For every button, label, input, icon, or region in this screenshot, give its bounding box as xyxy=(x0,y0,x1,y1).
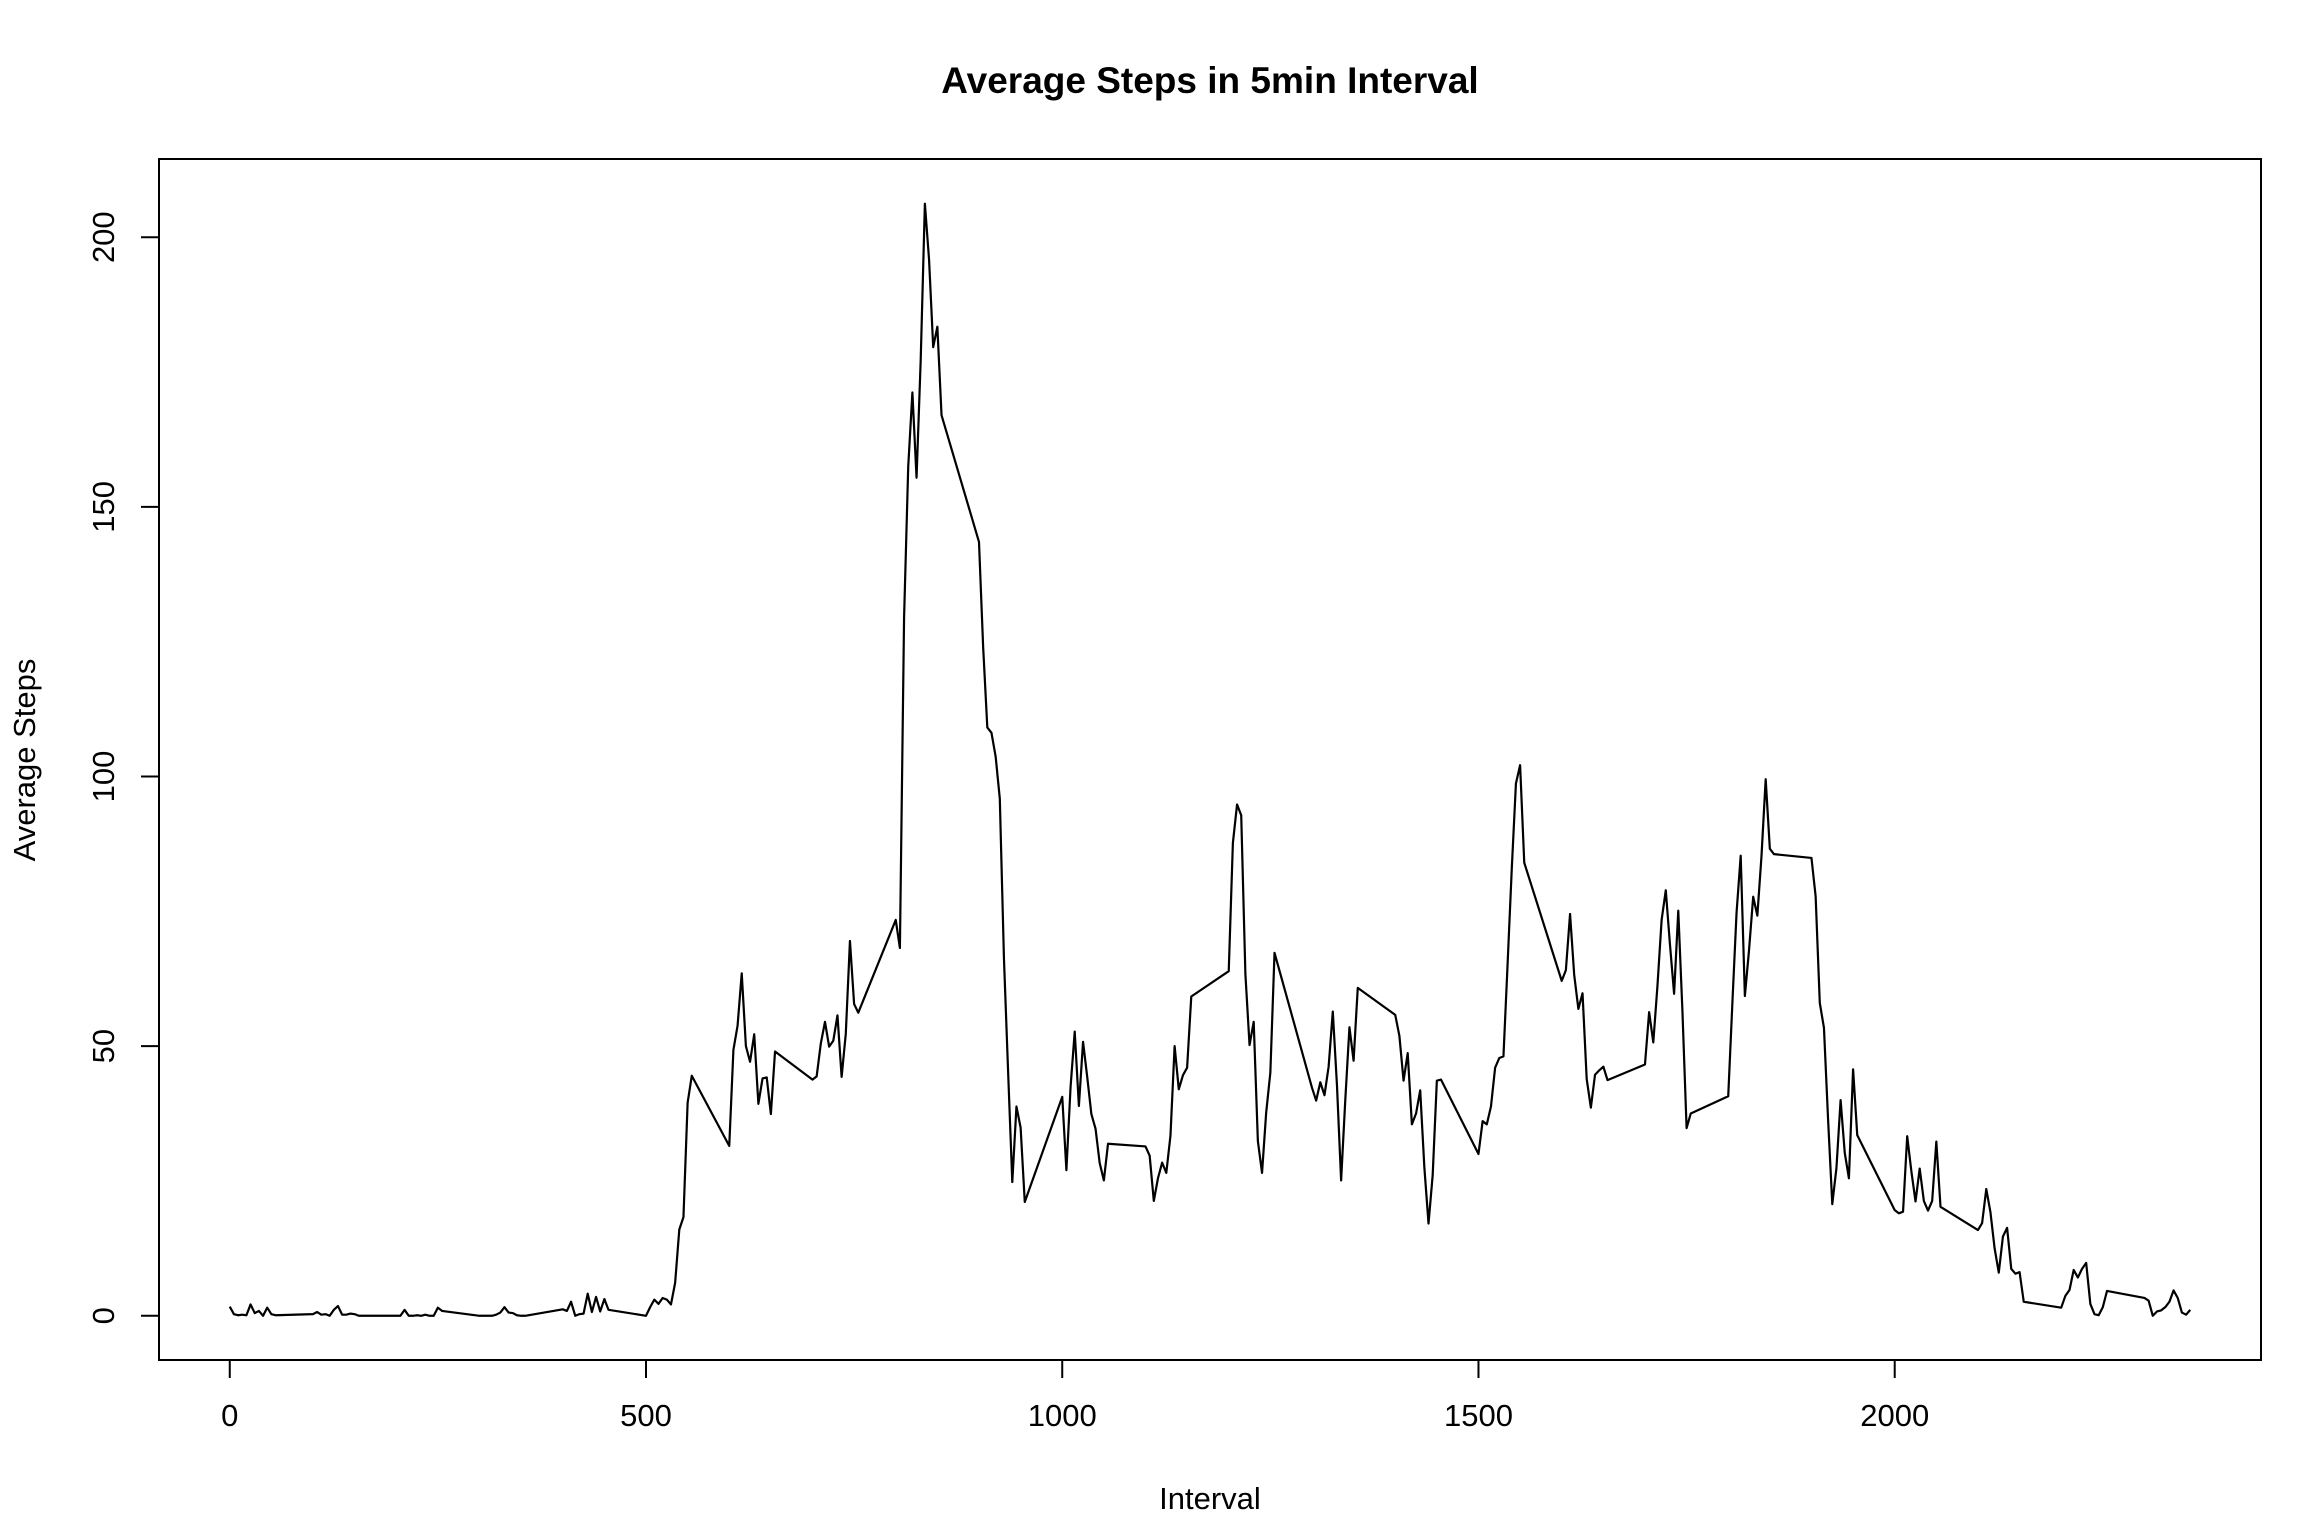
series-line xyxy=(228,202,2192,1317)
x-tick-label: 2000 xyxy=(1860,1398,1929,1433)
y-axis: 0 50 100 150 200 xyxy=(86,211,160,1324)
chart-title: Average Steps in 5min Interval xyxy=(941,60,1478,101)
x-tick-label: 500 xyxy=(620,1398,672,1433)
y-tick-label: 50 xyxy=(86,1029,121,1063)
y-axis-label: Average Steps xyxy=(7,659,42,862)
x-tick-label: 1000 xyxy=(1028,1398,1097,1433)
y-tick-label: 0 xyxy=(86,1307,121,1324)
series-layer xyxy=(228,202,2192,1317)
y-tick-label: 200 xyxy=(86,211,121,263)
y-tick-label: 150 xyxy=(86,481,121,533)
x-tick-label: 1500 xyxy=(1444,1398,1513,1433)
y-tick-label: 100 xyxy=(86,751,121,803)
x-tick-label: 0 xyxy=(221,1398,238,1433)
x-axis-label: Interval xyxy=(1159,1481,1261,1516)
x-axis: 0 500 1000 1500 2000 xyxy=(221,1359,1929,1433)
